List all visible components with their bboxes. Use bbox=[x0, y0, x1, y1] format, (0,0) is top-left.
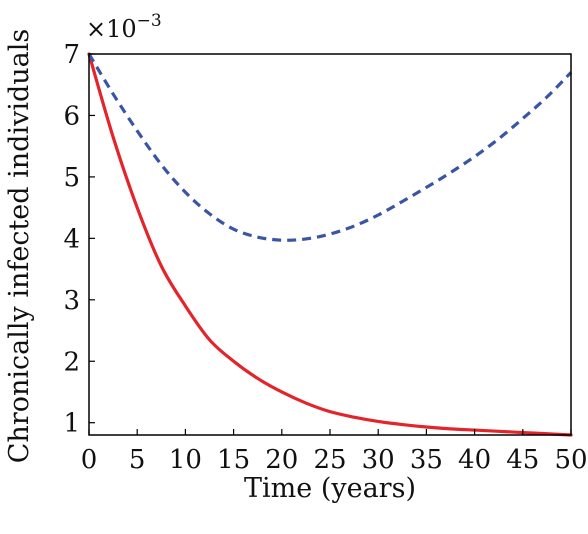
x-tick-label: 10 bbox=[169, 445, 202, 475]
y-axis-multiplier: ×10−3 bbox=[86, 11, 162, 43]
y-axis-ticks: 1 2 3 4 5 6 7 bbox=[63, 40, 95, 439]
y-tick-label: 2 bbox=[63, 347, 80, 377]
x-tick-label: 40 bbox=[458, 445, 491, 475]
y-axis-multiplier-base: ×10 bbox=[86, 15, 137, 43]
y-axis-title: Chronically infected individuals bbox=[4, 29, 35, 463]
x-tick-label: 15 bbox=[217, 445, 250, 475]
y-tick-label: 3 bbox=[63, 286, 80, 316]
x-tick-label: 20 bbox=[265, 445, 298, 475]
y-tick-label: 7 bbox=[63, 40, 80, 70]
y-tick-label: 5 bbox=[63, 163, 80, 193]
x-tick-label: 50 bbox=[554, 445, 587, 475]
x-axis-title: Time (years) bbox=[244, 473, 416, 504]
x-tick-label: 35 bbox=[410, 445, 443, 475]
series-layer bbox=[87, 52, 573, 437]
series-line-dashed bbox=[87, 53, 573, 242]
y-axis-multiplier-exponent: −3 bbox=[137, 11, 162, 31]
series-line-solid bbox=[87, 52, 573, 437]
x-tick-label: 25 bbox=[313, 445, 346, 475]
x-tick-label: 30 bbox=[362, 445, 395, 475]
x-tick-label: 5 bbox=[129, 445, 146, 475]
x-tick-label: 45 bbox=[506, 445, 539, 475]
y-tick-label: 1 bbox=[63, 409, 80, 439]
x-tick-label: 0 bbox=[81, 445, 98, 475]
plot-frame bbox=[88, 53, 572, 436]
y-tick-label: 4 bbox=[63, 224, 80, 254]
y-tick-label: 6 bbox=[63, 101, 80, 131]
x-axis-ticks: 0 5 10 15 20 25 30 35 40 45 50 bbox=[81, 429, 588, 475]
